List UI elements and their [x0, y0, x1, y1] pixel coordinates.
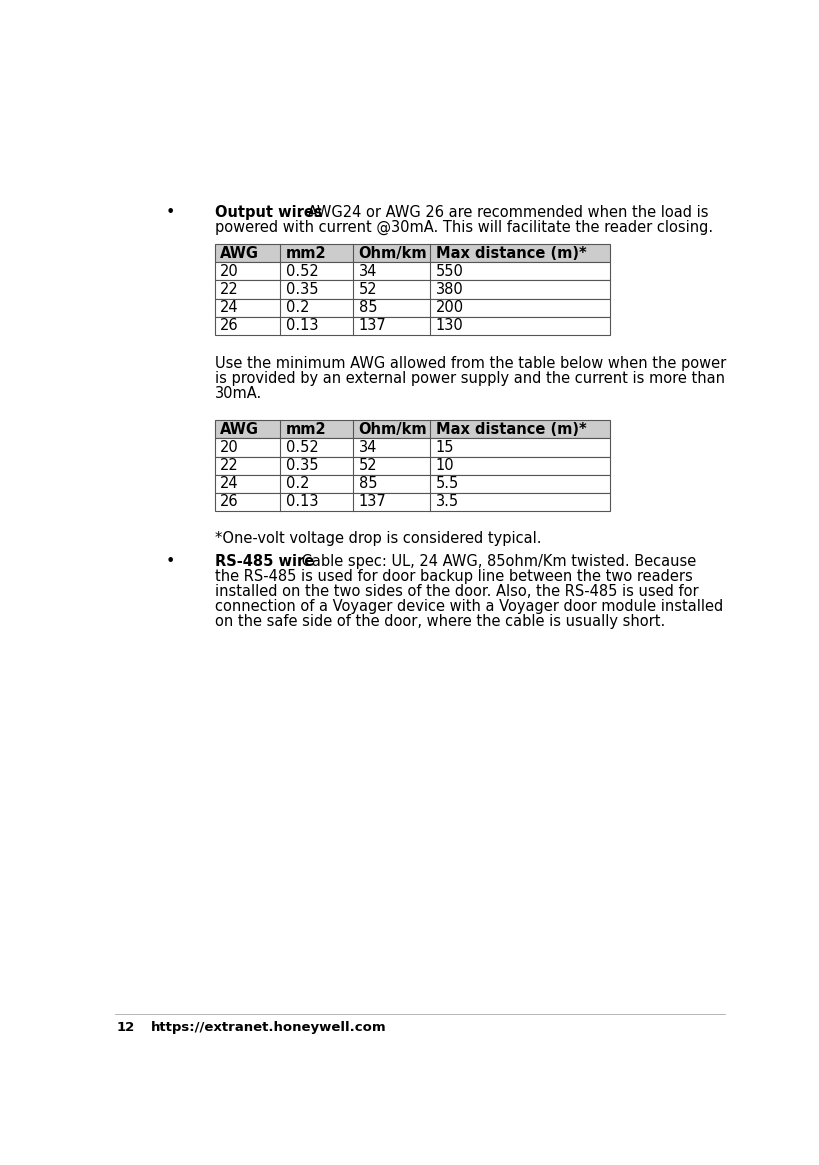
Bar — [215, 421, 609, 438]
Text: 550: 550 — [435, 264, 463, 278]
Bar — [215, 438, 609, 457]
Text: 0.13: 0.13 — [285, 494, 318, 509]
Text: 20: 20 — [220, 440, 239, 456]
Text: 10: 10 — [435, 458, 454, 473]
Text: powered with current @30mA. This will facilitate the reader closing.: powered with current @30mA. This will fa… — [215, 220, 713, 235]
Text: Ohm/km: Ohm/km — [358, 422, 427, 437]
Text: on the safe side of the door, where the cable is usually short.: on the safe side of the door, where the … — [215, 614, 664, 629]
Bar — [215, 262, 609, 281]
Text: RS-485 wire: RS-485 wire — [215, 555, 314, 570]
Bar — [215, 245, 609, 262]
Text: 20: 20 — [220, 264, 239, 278]
Text: 0.35: 0.35 — [285, 458, 318, 473]
Text: •: • — [165, 205, 175, 220]
Text: 26: 26 — [220, 494, 238, 509]
Text: 52: 52 — [358, 282, 377, 297]
Bar — [215, 281, 609, 298]
Text: 137: 137 — [358, 318, 386, 333]
Text: 380: 380 — [435, 282, 463, 297]
Text: Max distance (m)*: Max distance (m)* — [435, 422, 586, 437]
Text: https://extranet.honeywell.com: https://extranet.honeywell.com — [151, 1021, 386, 1033]
Text: connection of a Voyager device with a Voyager door module installed: connection of a Voyager device with a Vo… — [215, 600, 722, 614]
Text: : AWG24 or AWG 26 are recommended when the load is: : AWG24 or AWG 26 are recommended when t… — [298, 205, 708, 220]
Text: AWG: AWG — [220, 422, 259, 437]
Text: 22: 22 — [220, 282, 239, 297]
Bar — [215, 474, 609, 493]
Text: 24: 24 — [220, 301, 238, 315]
Text: Use the minimum AWG allowed from the table below when the power: Use the minimum AWG allowed from the tab… — [215, 355, 726, 370]
Bar — [215, 298, 609, 317]
Bar — [215, 457, 609, 474]
Text: 26: 26 — [220, 318, 238, 333]
Text: : Cable spec: UL, 24 AWG, 85ohm/Km twisted. Because: : Cable spec: UL, 24 AWG, 85ohm/Km twist… — [292, 555, 695, 570]
Text: 137: 137 — [358, 494, 386, 509]
Text: 85: 85 — [358, 476, 377, 492]
Text: 0.13: 0.13 — [285, 318, 318, 333]
Text: •: • — [165, 555, 175, 570]
Text: 24: 24 — [220, 476, 238, 492]
Text: 12: 12 — [116, 1021, 134, 1033]
Text: 85: 85 — [358, 301, 377, 315]
Text: 0.52: 0.52 — [285, 264, 318, 278]
Text: 0.2: 0.2 — [285, 301, 309, 315]
Text: mm2: mm2 — [285, 422, 326, 437]
Text: the RS-485 is used for door backup line between the two readers: the RS-485 is used for door backup line … — [215, 570, 692, 585]
Text: 30mA.: 30mA. — [215, 386, 262, 401]
Bar — [215, 317, 609, 334]
Text: Ohm/km: Ohm/km — [358, 246, 427, 261]
Text: 15: 15 — [435, 440, 454, 456]
Text: 5.5: 5.5 — [435, 476, 459, 492]
Text: *One-volt voltage drop is considered typical.: *One-volt voltage drop is considered typ… — [215, 531, 541, 546]
Text: Output wires: Output wires — [215, 205, 322, 220]
Text: 34: 34 — [358, 440, 377, 456]
Text: 200: 200 — [435, 301, 464, 315]
Text: 0.35: 0.35 — [285, 282, 318, 297]
Bar — [215, 493, 609, 510]
Text: AWG: AWG — [220, 246, 259, 261]
Text: 34: 34 — [358, 264, 377, 278]
Text: 52: 52 — [358, 458, 377, 473]
Text: 0.52: 0.52 — [285, 440, 318, 456]
Text: 130: 130 — [435, 318, 463, 333]
Text: 22: 22 — [220, 458, 239, 473]
Text: installed on the two sides of the door. Also, the RS-485 is used for: installed on the two sides of the door. … — [215, 585, 698, 600]
Text: is provided by an external power supply and the current is more than: is provided by an external power supply … — [215, 370, 724, 386]
Text: 3.5: 3.5 — [435, 494, 459, 509]
Text: mm2: mm2 — [285, 246, 326, 261]
Text: 0.2: 0.2 — [285, 476, 309, 492]
Text: Max distance (m)*: Max distance (m)* — [435, 246, 586, 261]
